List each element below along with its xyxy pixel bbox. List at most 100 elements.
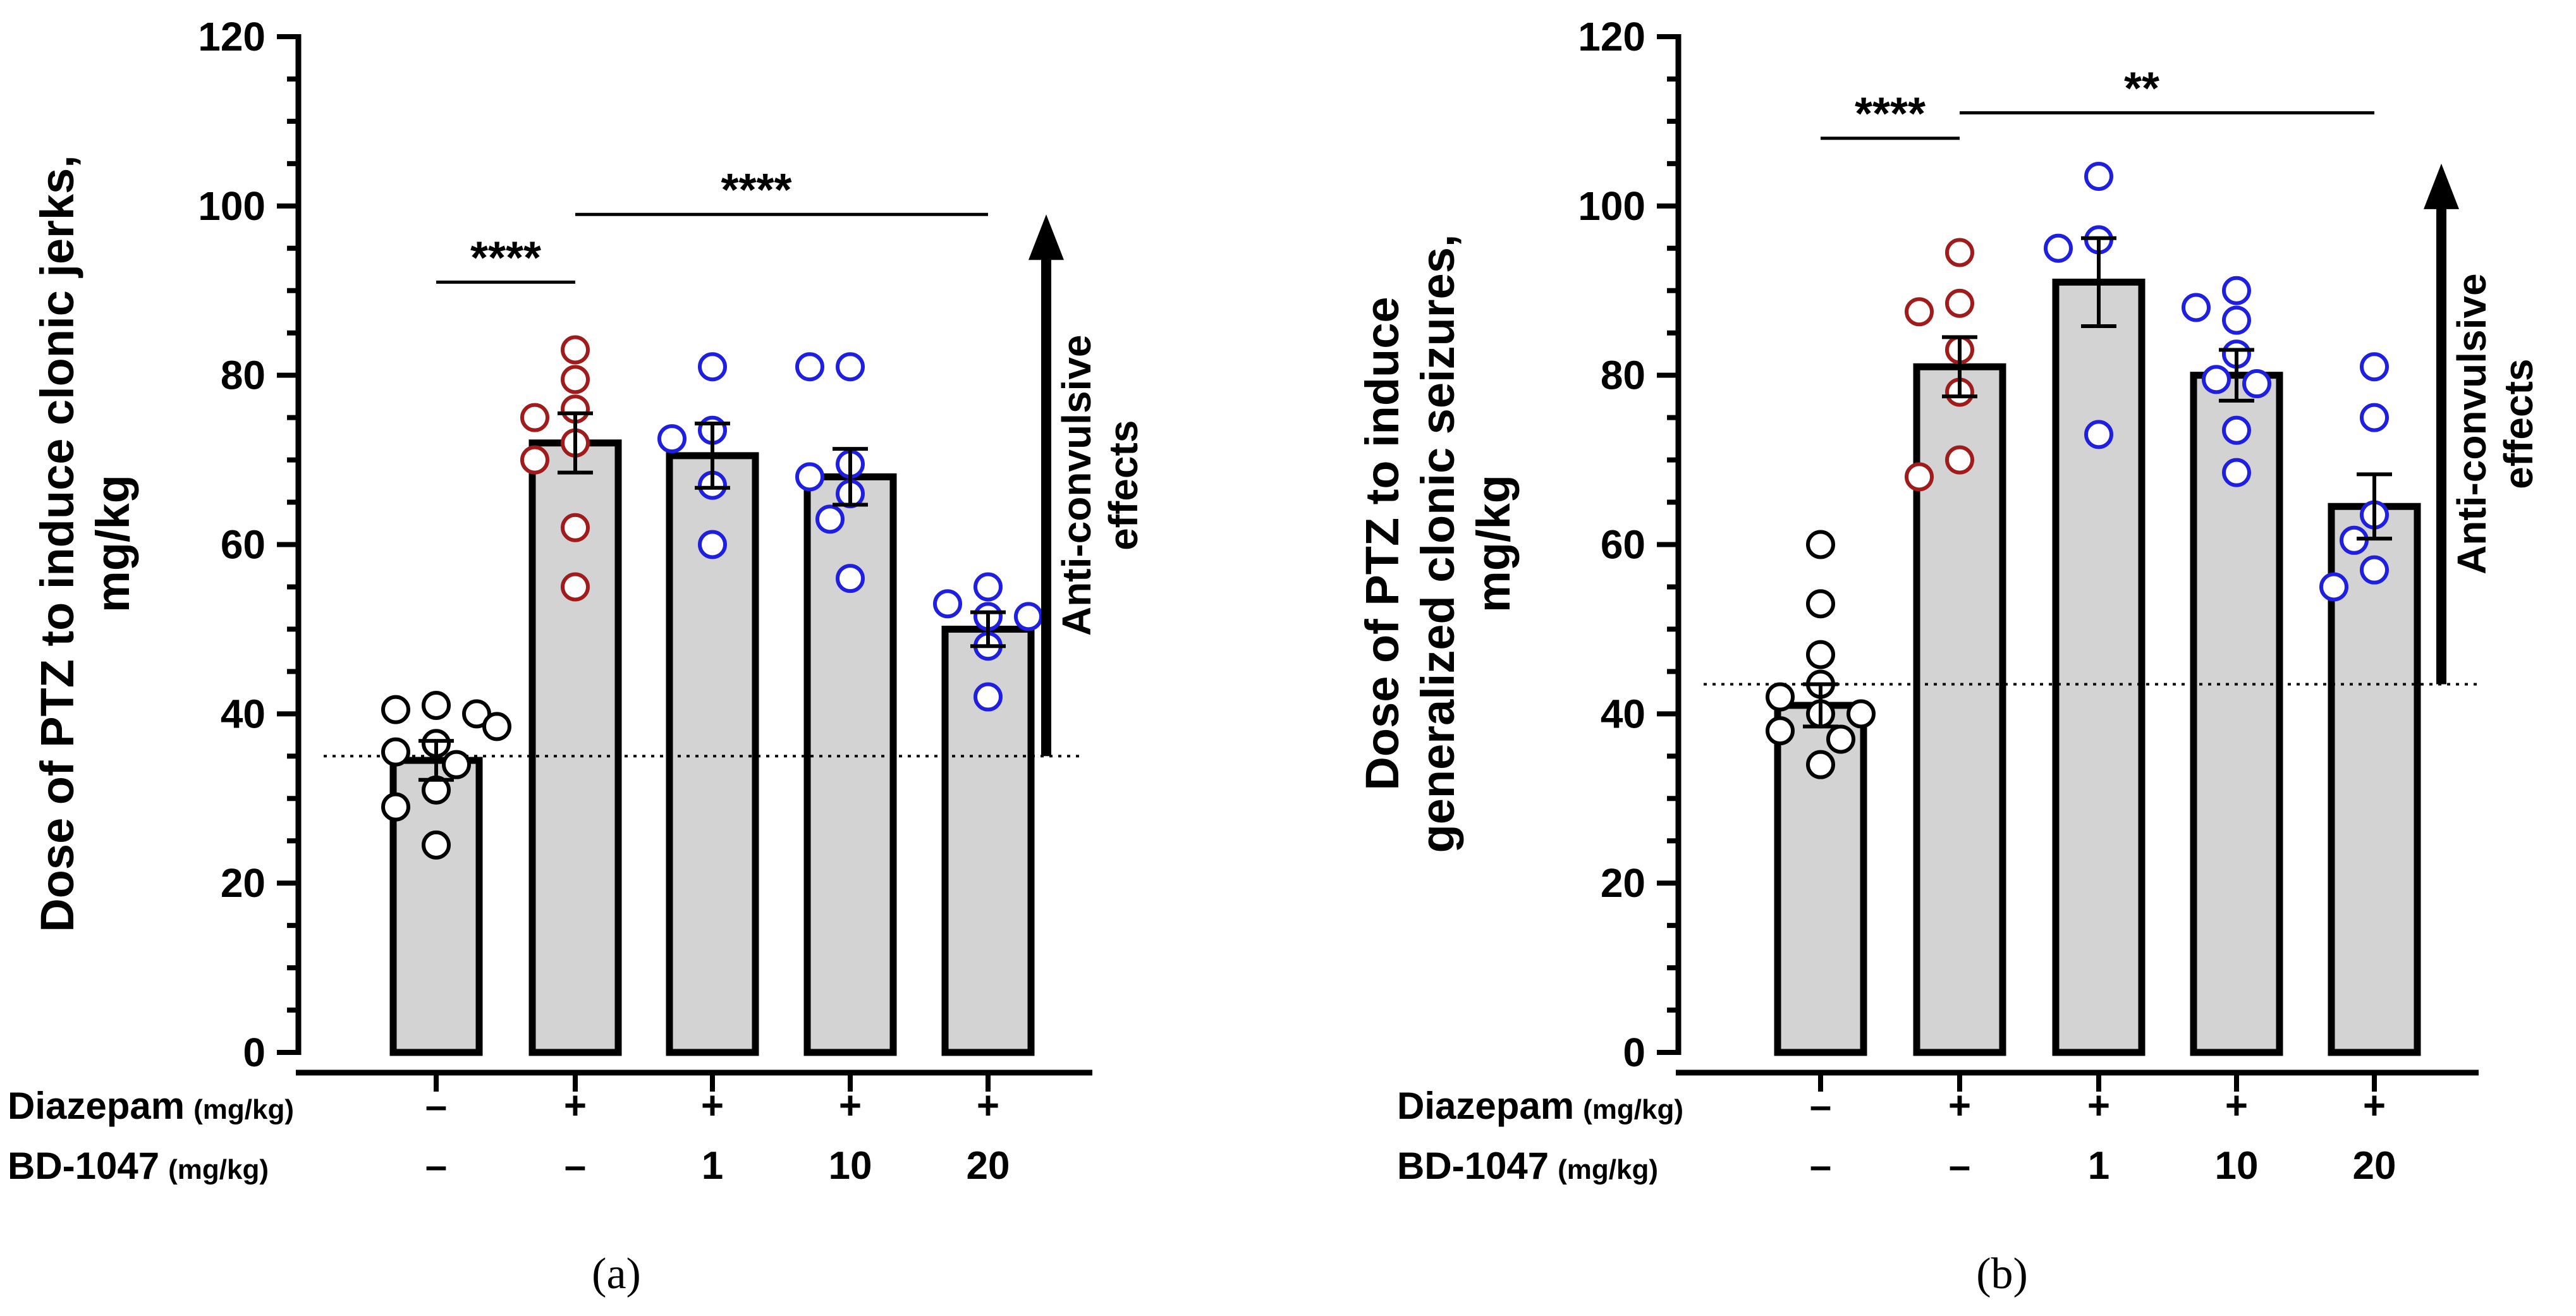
data-point xyxy=(462,699,491,729)
data-point xyxy=(482,712,511,741)
data-point xyxy=(2202,365,2231,394)
treatment-value: – xyxy=(425,1144,447,1188)
effect-arrow-label-line: effects xyxy=(2496,359,2541,489)
y-axis-title-line: mg/kg xyxy=(1467,475,1520,612)
data-point xyxy=(933,589,962,619)
y-axis-title-line: mg/kg xyxy=(87,475,139,612)
treatment-unit: (mg/kg) xyxy=(1583,1094,1683,1125)
treatment-name: Diazepam xyxy=(1397,1085,1574,1127)
data-point xyxy=(1014,602,1043,631)
panel-caption: (b) xyxy=(1976,1250,2028,1298)
y-axis-title-line: Dose of PTZ to induce clonic jerks, xyxy=(31,155,83,932)
treatment-value: + xyxy=(839,1084,862,1128)
data-point xyxy=(836,352,865,382)
treatment-value: – xyxy=(425,1084,447,1128)
y-tick-label: 100 xyxy=(198,183,266,229)
treatment-name: BD-1047 xyxy=(8,1145,159,1187)
data-point xyxy=(520,445,549,475)
data-point xyxy=(561,335,590,365)
y-tick-label: 40 xyxy=(1601,691,1645,736)
data-point xyxy=(520,403,549,432)
data-point xyxy=(381,695,410,724)
treatment-name: Diazepam xyxy=(8,1085,185,1127)
treatment-value: 20 xyxy=(967,1144,1010,1188)
y-axis-title: Dose of PTZ to induce clonic jerks,mg/kg xyxy=(31,155,139,932)
data-point xyxy=(2242,369,2271,399)
data-point xyxy=(2222,276,2251,305)
data-point xyxy=(381,737,410,767)
data-point xyxy=(381,792,410,822)
y-tick-label: 80 xyxy=(1601,353,1645,398)
y-tick-label: 60 xyxy=(1601,522,1645,568)
effect-arrow-label-line: effects xyxy=(1101,420,1146,551)
y-tick-label: 120 xyxy=(1578,14,1645,59)
data-point xyxy=(2222,415,2251,445)
y-tick-label: 120 xyxy=(198,14,266,59)
y-tick-label: 0 xyxy=(243,1030,266,1075)
data-point xyxy=(1806,750,1835,779)
significance-label: **** xyxy=(721,165,791,216)
data-point xyxy=(1806,530,1835,559)
bar xyxy=(528,439,622,1056)
treatment-value: – xyxy=(565,1144,586,1188)
y-axis-title-line: Dose of PTZ to induce xyxy=(1356,296,1408,790)
treatment-value: + xyxy=(977,1084,999,1128)
data-point xyxy=(974,682,1003,712)
effect-arrow-head xyxy=(1029,214,1064,260)
data-point xyxy=(2360,555,2389,585)
treatment-value: 1 xyxy=(2088,1144,2109,1188)
data-point xyxy=(561,572,590,602)
data-point xyxy=(1766,682,1795,712)
effect-arrow-label-line: Anti-convulsive xyxy=(1054,334,1099,636)
treatment-value: – xyxy=(1810,1144,1831,1188)
treatment-value: + xyxy=(1948,1084,1971,1128)
treatment-row-label: Diazepam (mg/kg) xyxy=(8,1085,294,1127)
data-point xyxy=(2084,161,2113,191)
significance-label: **** xyxy=(1855,89,1926,140)
data-point xyxy=(1945,445,1974,475)
bar xyxy=(2052,278,2146,1056)
panel-caption: (a) xyxy=(592,1250,641,1298)
data-point xyxy=(561,365,590,394)
data-point xyxy=(795,462,824,492)
y-tick-label: 0 xyxy=(1623,1030,1645,1075)
data-point xyxy=(2360,403,2389,432)
bar xyxy=(803,473,897,1056)
treatment-value: 10 xyxy=(829,1144,872,1188)
data-point xyxy=(1766,716,1795,746)
data-point xyxy=(836,564,865,594)
effect-arrow-label-line: Anti-convulsive xyxy=(2449,273,2494,575)
significance-label: **** xyxy=(470,233,541,283)
treatment-value: 1 xyxy=(702,1144,723,1188)
treatment-value: 10 xyxy=(2215,1144,2259,1188)
treatment-row-label: BD-1047 (mg/kg) xyxy=(8,1145,269,1187)
significance-label: ** xyxy=(2124,64,2159,114)
treatment-value: + xyxy=(2225,1084,2248,1128)
treatment-value: + xyxy=(701,1084,724,1128)
data-point xyxy=(1806,589,1835,619)
treatment-row-label: Diazepam (mg/kg) xyxy=(1397,1085,1683,1127)
treatment-unit: (mg/kg) xyxy=(1558,1154,1658,1185)
data-point xyxy=(1945,288,1974,318)
y-axis-title: Dose of PTZ to inducegeneralized clonic … xyxy=(1356,235,1520,853)
data-point xyxy=(795,352,824,382)
data-point xyxy=(1905,297,1934,327)
data-point xyxy=(422,830,451,860)
treatment-value: – xyxy=(1810,1084,1831,1128)
data-point xyxy=(442,750,471,779)
effect-arrow-label: Anti-convulsiveeffects xyxy=(2449,273,2541,575)
y-axis-title-line: generalized clonic seizures, xyxy=(1412,235,1464,853)
treatment-row-label: BD-1047 (mg/kg) xyxy=(1397,1145,1658,1187)
data-point xyxy=(1847,699,1876,729)
y-tick-label: 80 xyxy=(221,353,266,398)
data-point xyxy=(1826,724,1855,754)
data-point xyxy=(1806,640,1835,669)
y-tick-label: 60 xyxy=(221,522,266,568)
treatment-value: 20 xyxy=(2353,1144,2396,1188)
data-point xyxy=(698,530,727,559)
data-point xyxy=(2222,305,2251,335)
data-point xyxy=(2084,420,2113,449)
